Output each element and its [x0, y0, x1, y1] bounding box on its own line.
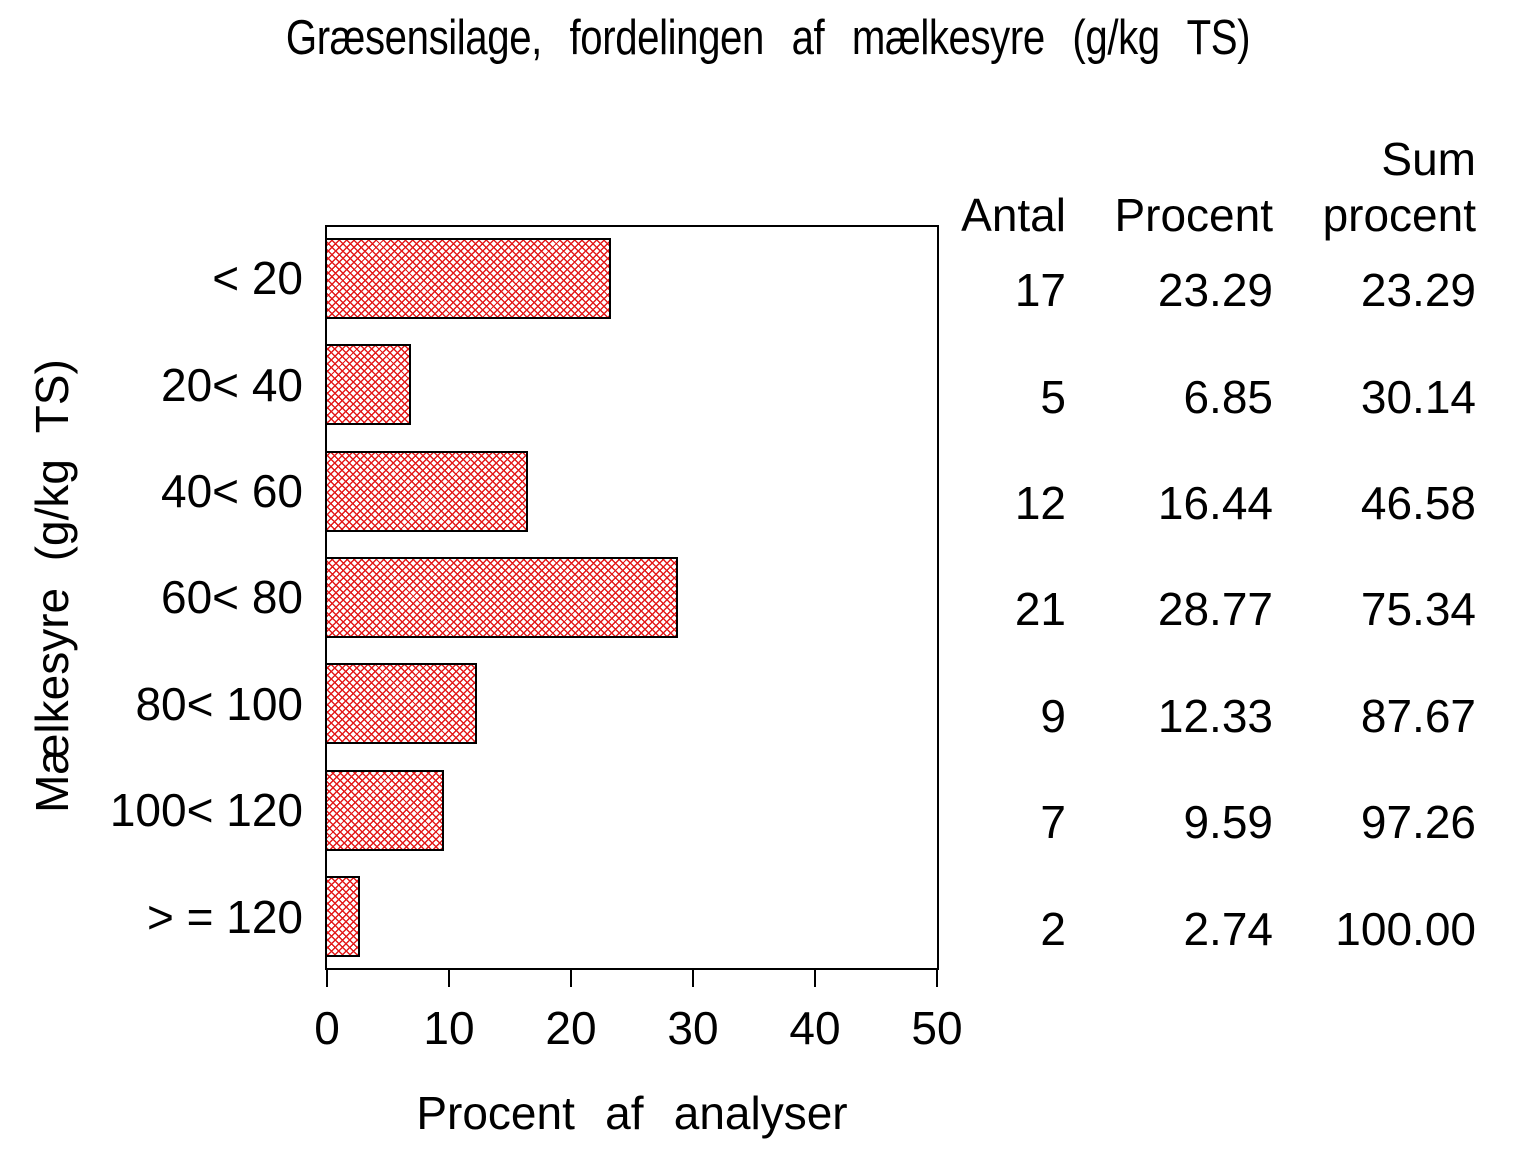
x-tick-label-40: 40 — [789, 1002, 841, 1054]
table-cell-sum-row2: 46.58 — [1360, 477, 1476, 529]
table-cell-procent-row1: 6.85 — [1183, 371, 1273, 423]
table-cell-procent-row3: 28.77 — [1157, 583, 1273, 635]
table-cell-antal-row5: 7 — [1040, 796, 1066, 848]
plot-area — [325, 225, 939, 970]
table-cell-sum-row6: 100.00 — [1335, 903, 1476, 955]
x-tick-mark-30 — [692, 970, 694, 987]
category-label-5: 100< 120 — [109, 784, 303, 836]
table-header-sum-line2: procent — [1322, 189, 1476, 241]
table-cell-procent-row2: 16.44 — [1157, 477, 1273, 529]
bar-0 — [325, 238, 611, 319]
table-cell-antal-row1: 5 — [1040, 371, 1066, 423]
x-axis-title: Procent af analyser — [416, 1087, 848, 1139]
table-cell-procent-row4: 12.33 — [1157, 690, 1273, 742]
bar-1 — [325, 344, 411, 425]
x-tick-mark-40 — [814, 970, 816, 987]
table-cell-procent-row5: 9.59 — [1183, 796, 1273, 848]
x-tick-mark-10 — [448, 970, 450, 987]
table-cell-antal-row2: 12 — [1014, 477, 1066, 529]
table-header-procent: Procent — [1114, 189, 1273, 241]
category-label-3: 60< 80 — [161, 571, 303, 623]
table-cell-sum-row1: 30.14 — [1360, 371, 1476, 423]
x-tick-label-50: 50 — [911, 1002, 963, 1054]
table-cell-antal-row4: 9 — [1040, 690, 1066, 742]
table-cell-procent-row6: 2.74 — [1183, 903, 1273, 955]
table-cell-sum-row3: 75.34 — [1360, 583, 1476, 635]
table-cell-antal-row0: 17 — [1014, 264, 1066, 316]
bar-4 — [325, 663, 477, 744]
table-cell-sum-row4: 87.67 — [1360, 690, 1476, 742]
chart-title-text: Græsensilage, fordelingen af mælkesyre (… — [285, 11, 1251, 65]
table-cell-antal-row3: 21 — [1014, 583, 1066, 635]
bar-5 — [325, 770, 444, 851]
table-cell-sum-row0: 23.29 — [1360, 264, 1476, 316]
x-tick-label-30: 30 — [667, 1002, 719, 1054]
bar-6 — [325, 876, 360, 957]
category-label-2: 40< 60 — [161, 465, 303, 517]
x-tick-label-20: 20 — [545, 1002, 597, 1054]
chart-title: Græsensilage, fordelingen af mælkesyre (… — [0, 10, 1536, 66]
bar-3 — [325, 557, 678, 638]
table-header-sum-line1: Sum — [1381, 133, 1476, 185]
x-tick-mark-0 — [326, 970, 328, 987]
category-label-4: 80< 100 — [135, 678, 303, 730]
x-tick-mark-50 — [936, 970, 938, 987]
table-header-sum-procent: Sum procent — [1216, 131, 1476, 243]
x-tick-label-0: 0 — [314, 1002, 340, 1054]
table-cell-sum-row5: 97.26 — [1360, 796, 1476, 848]
category-label-6: > = 120 — [146, 891, 303, 943]
y-axis-title: Mælkesyre (g/kg TS) — [26, 359, 78, 813]
table-cell-procent-row0: 23.29 — [1157, 264, 1273, 316]
category-label-0: < 20 — [212, 252, 303, 304]
table-header-antal: Antal — [961, 189, 1066, 241]
category-label-1: 20< 40 — [161, 359, 303, 411]
x-tick-label-10: 10 — [423, 1002, 475, 1054]
bar-2 — [325, 451, 528, 532]
table-cell-antal-row6: 2 — [1040, 903, 1066, 955]
x-tick-mark-20 — [570, 970, 572, 987]
